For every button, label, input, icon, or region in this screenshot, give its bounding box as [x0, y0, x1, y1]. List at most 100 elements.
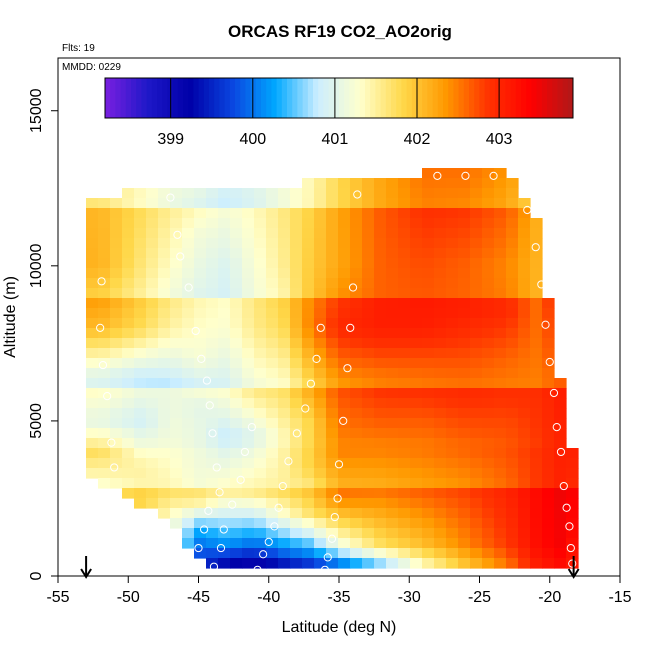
heatmap-cell [458, 408, 471, 419]
sample-point [339, 416, 348, 426]
heatmap-cell [146, 368, 159, 379]
heatmap-cell [374, 218, 387, 229]
heatmap-cell [458, 178, 471, 189]
heatmap-cell [182, 188, 195, 199]
heatmap-cell [386, 338, 399, 349]
heatmap-cell [182, 448, 195, 459]
heatmap-cell [482, 458, 495, 469]
heatmap-cell [494, 528, 507, 539]
heatmap-cell [302, 438, 315, 449]
heatmap-cell [266, 208, 279, 219]
heatmap-cell [290, 308, 303, 319]
heatmap-cell [410, 178, 423, 189]
heatmap-cell [326, 278, 339, 289]
heatmap-cell [446, 558, 459, 569]
heatmap-cell [110, 358, 123, 369]
heatmap-cell [338, 468, 351, 479]
heatmap-cell [506, 298, 519, 309]
heatmap-cell [170, 358, 183, 369]
heatmap-cell [122, 188, 135, 199]
heatmap-cell [458, 378, 471, 389]
heatmap-cell [266, 248, 279, 259]
heatmap-cell [302, 328, 315, 339]
heatmap-cell [86, 348, 99, 359]
heatmap-cell [494, 288, 507, 299]
colorbar-swatch [411, 78, 418, 118]
heatmap-cell [470, 388, 483, 399]
heatmap-cell [158, 198, 171, 209]
heatmap-cell [206, 268, 219, 279]
heatmap-cell [470, 298, 483, 309]
heatmap-cell [530, 438, 543, 449]
heatmap-cell [386, 448, 399, 459]
heatmap-cell [242, 428, 255, 439]
heatmap-cell [542, 348, 555, 359]
heatmap-cell [206, 248, 219, 259]
heatmap-cell [266, 338, 279, 349]
heatmap-cell [422, 468, 435, 479]
heatmap-cell [290, 378, 303, 389]
heatmap-cell [338, 398, 351, 409]
heatmap-cell [374, 338, 387, 349]
heatmap-cell [194, 238, 207, 249]
heatmap-cell [302, 538, 315, 549]
heatmap-cell [86, 218, 99, 229]
heatmap-cell [386, 248, 399, 259]
heatmap-cell [506, 428, 519, 439]
heatmap-cell [278, 528, 291, 539]
heatmap-cell [398, 268, 411, 279]
heatmap-cell [506, 178, 519, 189]
heatmap-cell [494, 508, 507, 519]
heatmap-cell [410, 198, 423, 209]
colorbar-swatch [313, 78, 319, 118]
heatmap-cell [134, 468, 147, 479]
heatmap-cell [542, 318, 555, 329]
sample-point [348, 283, 358, 292]
heatmap-cell [230, 188, 243, 199]
colorbar-swatch [380, 78, 387, 118]
heatmap-cell [242, 378, 255, 389]
heatmap-cell [170, 398, 183, 409]
heatmap-cell [554, 428, 567, 439]
latitude-arrow-markers [80, 556, 580, 579]
heatmap-cell [242, 528, 255, 539]
heatmap-cell [146, 488, 159, 499]
heatmap-cell [206, 438, 219, 449]
heatmap-cell [134, 378, 147, 389]
heatmap-cell [506, 318, 519, 329]
heatmap-cell [182, 408, 195, 419]
heatmap-cell [194, 338, 207, 349]
heatmap-cell [146, 408, 159, 419]
heatmap-cell [146, 188, 159, 199]
y-tick-label: 0 [28, 571, 45, 580]
heatmap-cell [434, 298, 447, 309]
heatmap-cell [350, 248, 363, 259]
heatmap-cell [542, 338, 555, 349]
heatmap-cell [542, 308, 555, 319]
heatmap-cell [458, 418, 471, 429]
heatmap-cell [458, 268, 471, 279]
heatmap-cell [494, 438, 507, 449]
heatmap-cell [158, 298, 171, 309]
heatmap-cell [182, 278, 195, 289]
heatmap-cell [98, 288, 111, 299]
heatmap-cell [278, 418, 291, 429]
heatmap-cell [422, 178, 435, 189]
heatmap-cell [338, 418, 351, 429]
heatmap-cell [398, 548, 411, 559]
heatmap-cell [422, 258, 435, 269]
heatmap-cell [242, 388, 255, 399]
heatmap-cell [410, 238, 423, 249]
heatmap-cell [338, 348, 351, 359]
sample-point [240, 447, 249, 457]
heatmap-cell [350, 418, 363, 429]
colorbar-swatch [375, 78, 382, 118]
heatmap-cell [494, 408, 507, 419]
heatmap-cell [374, 258, 387, 269]
heatmap-cell [194, 378, 207, 389]
heatmap-cell [422, 418, 435, 429]
heatmap-cell [518, 398, 531, 409]
heatmap-cell [386, 188, 399, 199]
heatmap-cell [494, 368, 507, 379]
